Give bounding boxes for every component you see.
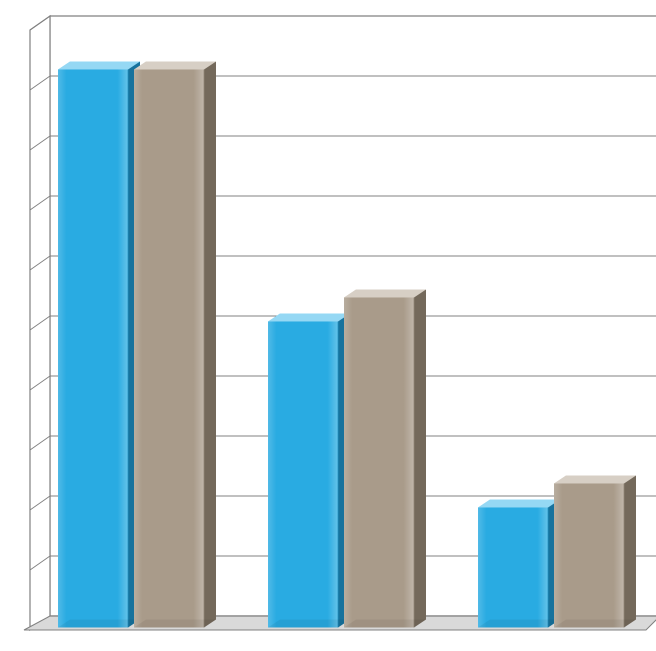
bar-top-gloss bbox=[58, 61, 140, 69]
bar-side-shade bbox=[414, 289, 426, 627]
bar-front bbox=[134, 69, 204, 627]
bar-top-gloss bbox=[478, 499, 560, 507]
bar-front bbox=[344, 297, 414, 627]
bar-top-gloss bbox=[134, 61, 216, 69]
bar-base-shadow bbox=[134, 619, 216, 627]
bar-front bbox=[58, 69, 128, 627]
bar-top-gloss bbox=[268, 313, 350, 321]
bar-base-shadow bbox=[344, 619, 426, 627]
bar-top-gloss bbox=[554, 475, 636, 483]
bar-base-shadow bbox=[554, 619, 636, 627]
bar-base-shadow bbox=[478, 619, 560, 627]
bar-side-shade bbox=[204, 61, 216, 627]
bar-base-shadow bbox=[58, 619, 140, 627]
chart-svg bbox=[0, 0, 656, 651]
bar-front bbox=[554, 483, 624, 627]
bar-chart-3d bbox=[0, 0, 656, 651]
bar-base-shadow bbox=[268, 619, 350, 627]
bar-front bbox=[478, 507, 548, 627]
bar-front bbox=[268, 321, 338, 627]
bar-top-gloss bbox=[344, 289, 426, 297]
bar-side-shade bbox=[624, 475, 636, 627]
